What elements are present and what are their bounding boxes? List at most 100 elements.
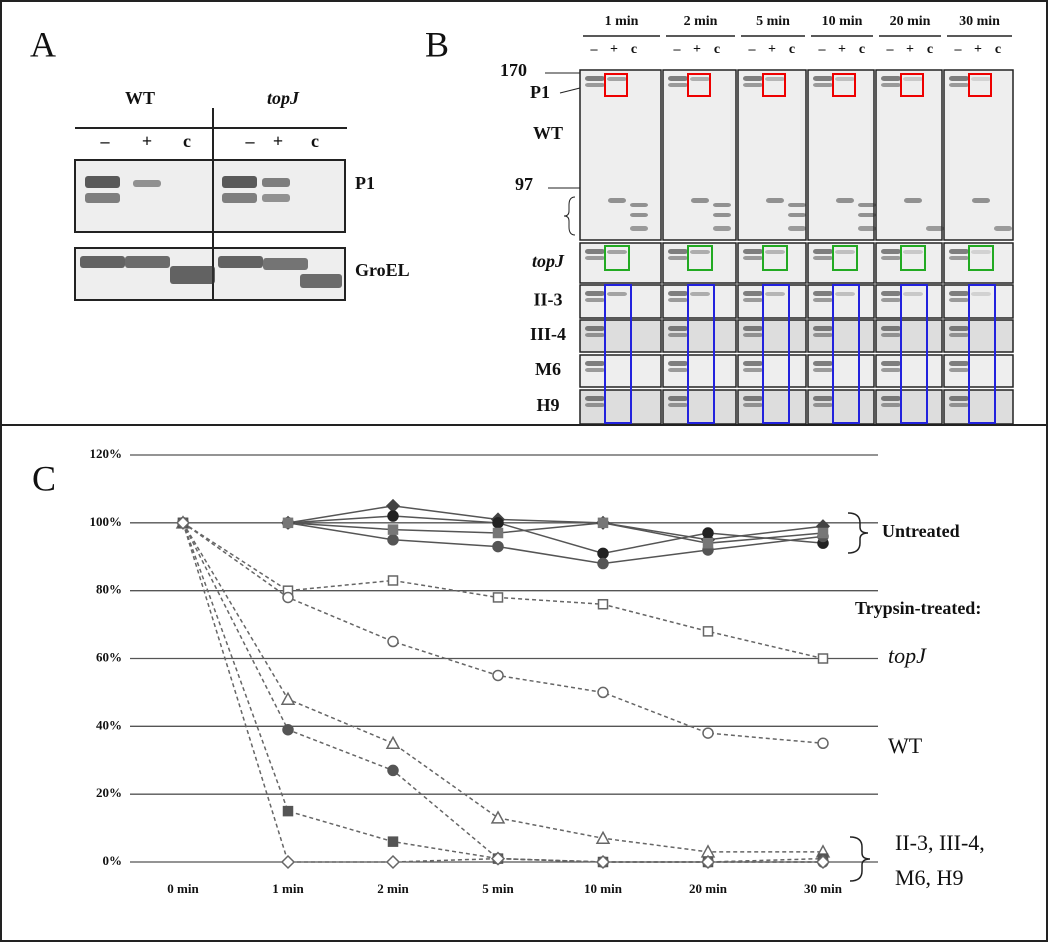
band xyxy=(949,83,969,87)
gel xyxy=(737,354,807,388)
point xyxy=(702,727,714,739)
box xyxy=(900,245,926,271)
x-tick-label: 30 min xyxy=(804,881,843,896)
series-line xyxy=(287,515,824,555)
x-tick-label: 2 min xyxy=(377,881,409,896)
gel xyxy=(807,354,875,388)
point xyxy=(597,686,609,699)
point xyxy=(175,515,191,530)
group-label: topJ xyxy=(267,88,300,108)
band xyxy=(668,83,688,87)
band xyxy=(743,326,763,331)
band xyxy=(713,226,731,231)
point xyxy=(597,557,609,570)
band xyxy=(766,198,784,203)
gel xyxy=(875,389,943,425)
band xyxy=(668,396,688,401)
time-label: 10 min xyxy=(822,14,863,29)
point xyxy=(817,653,829,664)
lane-label: c xyxy=(995,42,1001,57)
band xyxy=(835,250,855,254)
band xyxy=(668,361,688,366)
lane-label: + xyxy=(142,131,152,151)
band xyxy=(903,292,923,296)
band xyxy=(585,403,605,407)
gel xyxy=(943,389,1014,425)
point xyxy=(702,537,714,549)
band xyxy=(881,256,901,260)
band xyxy=(788,213,806,217)
band xyxy=(668,76,688,81)
gel xyxy=(807,319,875,353)
gel xyxy=(875,319,943,353)
lane-label: – xyxy=(886,42,895,57)
gel xyxy=(662,69,737,241)
y-tick-label: 100% xyxy=(90,514,123,529)
band xyxy=(585,396,605,401)
box xyxy=(900,284,928,424)
band xyxy=(743,83,763,87)
series-line xyxy=(182,522,824,863)
lane-label: c xyxy=(183,131,191,151)
band xyxy=(80,256,125,268)
y-tick-label: 40% xyxy=(96,717,122,732)
y-tick-label: 80% xyxy=(96,582,122,597)
gel xyxy=(807,389,875,425)
band xyxy=(949,403,969,407)
gel xyxy=(943,284,1014,319)
band xyxy=(949,333,969,337)
band xyxy=(690,77,710,81)
marker-label: 170 xyxy=(500,60,527,80)
band xyxy=(813,249,833,254)
band xyxy=(85,193,120,203)
point xyxy=(702,626,714,637)
lane-label: c xyxy=(311,131,319,151)
band xyxy=(585,291,605,296)
brace xyxy=(563,196,576,236)
band xyxy=(813,368,833,372)
band xyxy=(765,292,785,296)
annotation: M6, H9 xyxy=(895,865,963,890)
box xyxy=(604,284,632,424)
gel xyxy=(943,319,1014,353)
band xyxy=(972,198,990,203)
band xyxy=(881,333,901,337)
point xyxy=(282,723,294,736)
lane-label: c xyxy=(789,42,795,57)
lane-label: + xyxy=(906,42,914,57)
band xyxy=(949,368,969,372)
box xyxy=(687,245,713,271)
marker-label: 97 xyxy=(515,174,533,194)
band xyxy=(668,326,688,331)
panel-label: C xyxy=(32,458,56,498)
point xyxy=(387,635,399,648)
panel-label: A xyxy=(30,24,56,64)
lane-label: + xyxy=(693,42,701,57)
band xyxy=(881,361,901,366)
lane-label: + xyxy=(273,131,283,151)
series-line xyxy=(182,522,823,863)
band xyxy=(743,256,763,260)
band xyxy=(881,76,901,81)
y-tick-label: 0% xyxy=(103,853,123,868)
point xyxy=(700,854,716,870)
band xyxy=(881,403,901,407)
row-label: M6 xyxy=(535,359,561,379)
band xyxy=(668,291,688,296)
band xyxy=(765,250,785,254)
band xyxy=(949,396,969,401)
band xyxy=(585,256,605,260)
band xyxy=(949,361,969,366)
band xyxy=(125,256,170,268)
band xyxy=(585,368,605,372)
band xyxy=(690,250,710,254)
band xyxy=(949,256,969,260)
box xyxy=(762,284,790,424)
band xyxy=(743,403,763,407)
band xyxy=(858,226,876,231)
point xyxy=(817,737,829,750)
band xyxy=(813,291,833,296)
band xyxy=(858,203,876,207)
band xyxy=(222,176,257,188)
panel-b-gels xyxy=(579,69,1014,425)
